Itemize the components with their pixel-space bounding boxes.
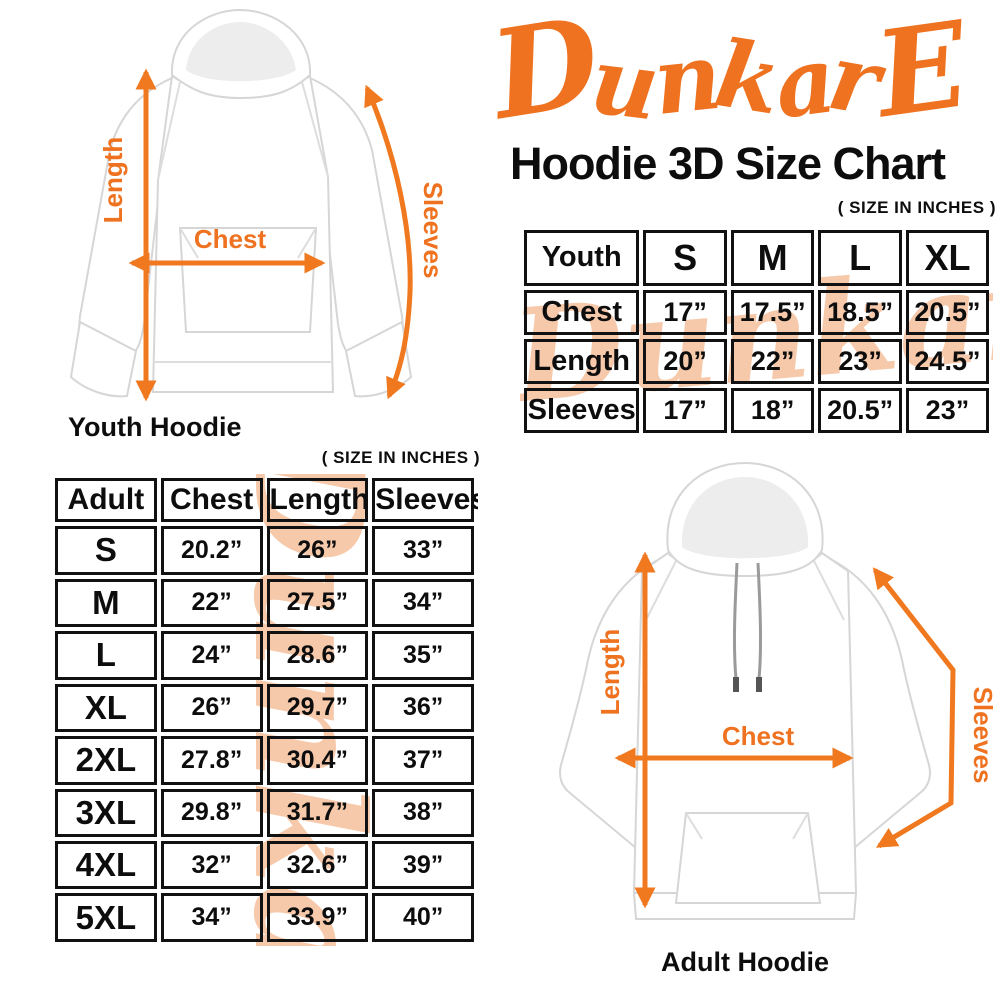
youth-length-xl: 24.5” — [905, 338, 989, 384]
adult-row-label: L — [55, 631, 157, 680]
adult-2xl-sleeves: 37” — [372, 736, 474, 785]
adult-m-length: 27.5” — [266, 578, 369, 628]
youth-hoodie-diagram: Length Chest Sleeves Youth Hoodie — [20, 0, 460, 448]
youth-chest-xl: 20.5” — [905, 289, 989, 335]
youth-sleeves-xl: 23” — [905, 387, 989, 433]
adult-row-label: 4XL — [55, 840, 157, 890]
adult-m-chest: 22” — [160, 578, 263, 628]
adult-length-label: Length — [595, 629, 625, 716]
adult-hoodie-diagram: Length Chest Sleeves Adult Hoodie — [490, 455, 1000, 985]
youth-chest-row: Chest 17” 17.5” 18.5” 20.5” — [524, 289, 989, 335]
adult-table-section: ( SIZE IN INCHES ) DunkarE Adult Chest L… — [44, 448, 484, 953]
adult-xl-length: 29.7” — [266, 683, 369, 733]
youth-col-header-l: L — [818, 230, 902, 286]
adult-row-label: M — [55, 578, 157, 628]
adult-4xl-sleeves: 39” — [372, 840, 474, 890]
youth-chest-s: 17” — [643, 289, 727, 335]
adult-col-header-length: Length — [266, 478, 369, 523]
adult-4xl-length: 32.6” — [266, 840, 369, 890]
adult-header-row: Adult Chest Length Sleeves — [55, 478, 478, 523]
adult-3xl-chest: 29.8” — [160, 788, 263, 837]
adult-table-wrap: DunkarE Adult Chest Length Sleeves S 20.… — [51, 474, 478, 946]
youth-row-label: Chest — [524, 289, 640, 335]
youth-length-label: Length — [98, 137, 128, 224]
adult-l-length: 28.6” — [266, 631, 369, 680]
youth-length-l: 23” — [818, 338, 902, 384]
adult-3xl-sleeves: 38” — [372, 788, 474, 837]
youth-length-m: 22” — [730, 338, 815, 384]
adult-sleeves-arrow — [872, 567, 956, 849]
adult-row-3xl: 3XL 29.8” 31.7” 38” — [55, 788, 474, 837]
adult-row-s: S 20.2” 26” 33” — [55, 526, 474, 575]
adult-s-chest: 20.2” — [160, 526, 263, 575]
adult-4xl-chest: 32” — [160, 840, 263, 890]
adult-m-sleeves: 34” — [372, 578, 474, 628]
youth-size-table: Youth S M L XL Chest 17” 17.5” 18.5” 20.… — [520, 226, 993, 437]
adult-row-m: M 22” 27.5” 34” — [55, 578, 474, 628]
adult-row-label: 2XL — [55, 736, 157, 785]
youth-measurement-arrows: Length Chest Sleeves — [98, 68, 448, 402]
adult-3xl-length: 31.7” — [266, 788, 369, 837]
adult-5xl-sleeves: 40” — [372, 893, 474, 942]
youth-sleeves-s: 17” — [643, 387, 727, 433]
brand-logo: DunkarE — [482, 0, 971, 148]
adult-size-note: ( SIZE IN INCHES ) — [321, 448, 480, 467]
adult-row-l: L 24” 28.6” 35” — [55, 631, 474, 680]
adult-chest-label: Chest — [722, 721, 795, 751]
youth-corner-cell: Youth — [524, 230, 640, 286]
adult-2xl-chest: 27.8” — [160, 736, 263, 785]
page-title: Hoodie 3D Size Chart — [509, 137, 946, 189]
adult-xl-chest: 26” — [160, 683, 263, 733]
youth-chest-m: 17.5” — [730, 289, 815, 335]
adult-size-table: Adult Chest Length Sleeves S 20.2” 26” 3… — [51, 474, 478, 946]
adult-s-sleeves: 33” — [372, 526, 474, 575]
youth-col-header-m: M — [730, 230, 815, 286]
adult-row-label: 5XL — [55, 893, 157, 942]
adult-corner-cell: Adult — [55, 478, 157, 523]
youth-length-s: 20” — [643, 338, 727, 384]
adult-row-xl: XL 26” 29.7” 36” — [55, 683, 474, 733]
adult-hoodie-illustration: Length Chest Sleeves — [559, 461, 998, 920]
youth-sleeves-label: Sleeves — [418, 182, 448, 279]
youth-row-label: Length — [524, 338, 640, 384]
youth-hoodie-caption: Youth Hoodie — [68, 412, 242, 442]
adult-l-sleeves: 35” — [372, 631, 474, 680]
adult-row-label: 3XL — [55, 788, 157, 837]
adult-s-length: 26” — [266, 526, 369, 575]
adult-hoodie-caption: Adult Hoodie — [661, 947, 829, 977]
youth-length-row: Length 20” 22” 23” 24.5” — [524, 338, 989, 384]
adult-row-4xl: 4XL 32” 32.6” 39” — [55, 840, 474, 890]
youth-sleeves-arrow — [364, 84, 413, 400]
youth-hoodie-illustration: Length Chest Sleeves — [69, 8, 448, 402]
youth-table-section: ( SIZE IN INCHES ) DunkarE Youth S M L X… — [512, 198, 1000, 446]
adult-2xl-length: 30.4” — [266, 736, 369, 785]
youth-col-header-s: S — [643, 230, 727, 286]
youth-sleeves-row: Sleeves 17” 18” 20.5” 23” — [524, 387, 989, 433]
youth-chest-label: Chest — [194, 224, 267, 254]
youth-col-header-xl: XL — [905, 230, 989, 286]
youth-sleeves-l: 20.5” — [818, 387, 902, 433]
adult-row-label: S — [55, 526, 157, 575]
adult-row-5xl: 5XL 34” 33.9” 40” — [55, 893, 474, 942]
youth-sleeves-m: 18” — [730, 387, 815, 433]
youth-header-row: Youth S M L XL — [524, 230, 989, 286]
youth-row-label: Sleeves — [524, 387, 640, 433]
adult-col-header-chest: Chest — [160, 478, 263, 523]
header: DunkarE Hoodie 3D Size Chart — [455, 0, 1000, 198]
youth-size-note: ( SIZE IN INCHES ) — [837, 198, 996, 217]
adult-row-label: XL — [55, 683, 157, 733]
adult-row-2xl: 2XL 27.8” 30.4” 37” — [55, 736, 474, 785]
adult-5xl-length: 33.9” — [266, 893, 369, 942]
adult-5xl-chest: 34” — [160, 893, 263, 942]
adult-l-chest: 24” — [160, 631, 263, 680]
adult-xl-sleeves: 36” — [372, 683, 474, 733]
youth-chest-l: 18.5” — [818, 289, 902, 335]
adult-sleeves-label: Sleeves — [968, 687, 998, 784]
youth-table-wrap: DunkarE Youth S M L XL Chest 17” 17.5” 1… — [520, 226, 993, 437]
adult-measurement-arrows: Length Chest Sleeves — [595, 551, 998, 909]
adult-col-header-sleeves: Sleeves — [372, 478, 478, 523]
